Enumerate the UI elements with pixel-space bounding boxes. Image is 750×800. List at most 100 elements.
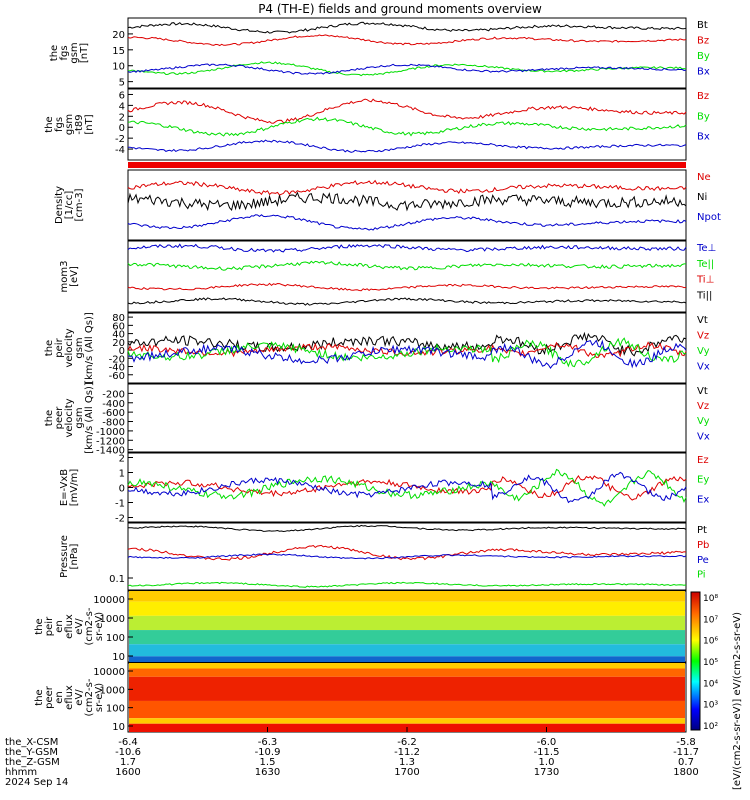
y-axis-label: peir (54, 337, 65, 357)
spectrogram-band (129, 630, 685, 645)
y-axis-label: the (34, 689, 45, 705)
colorbar-tick-label: 10⁷ (703, 615, 718, 625)
y-tick-label: 60 (112, 321, 125, 332)
panel-peer_vel: the peer velocity gsm [km/s (All Qs)] -200-40… (44, 382, 710, 457)
x-tick-label: -6.4 (118, 737, 138, 748)
spectrogram-band (129, 601, 685, 616)
series-Vt (127, 331, 687, 357)
x-tick-label: -10.9 (255, 747, 281, 758)
y-tick-label: -60 (109, 371, 125, 382)
y-tick-label: -1 (115, 499, 125, 510)
y-tick-label: -600 (102, 408, 125, 419)
series-Bx (127, 63, 687, 75)
legend-Ti⊥: Ti⊥ (696, 275, 714, 286)
legend-Vt: Vt (697, 386, 708, 397)
legend-Ez: Ez (697, 455, 709, 466)
series-Te⊥ (127, 243, 687, 253)
y-tick-label: -200 (102, 389, 125, 400)
y-axis-label: fgs (54, 117, 65, 132)
legend-Ey: Ey (697, 475, 709, 486)
y-tick-label: 1000 (100, 685, 125, 696)
legend-By: By (697, 51, 710, 62)
y-tick-label: 100 (106, 633, 125, 644)
x-row-label: the_Y-GSM (5, 747, 58, 758)
x-tick-label: 1630 (255, 767, 280, 778)
legend-Bx: Bx (697, 132, 710, 143)
x-tick-label: 1.3 (399, 757, 415, 768)
legend-Vx: Vx (697, 362, 710, 373)
y-tick-label: 2 (119, 112, 125, 123)
spectrogram-band (129, 663, 685, 669)
y-axis-label: E=-VxB (59, 469, 70, 506)
y-tick-label: -1400 (96, 446, 125, 457)
series-Pe (127, 553, 687, 560)
y-tick-label: 100 (106, 704, 125, 715)
x-row-label: hhmm (5, 767, 37, 778)
y-tick-label: -2 (115, 514, 125, 525)
panel-frame (127, 452, 687, 523)
y-axis-label: fgs (59, 45, 70, 60)
series-Vz (127, 341, 687, 359)
legend-Npot: Npot (697, 212, 721, 223)
panel-pressure: Pressure [nPa] 0.1 Pt Pb Pe Pi (59, 522, 709, 591)
y-tick-label: 10 (112, 652, 125, 663)
colorbar-tick-label: 10² (703, 722, 718, 732)
y-axis-label: [cm-3] (74, 188, 85, 221)
y-axis-label: [mV/m] (69, 469, 80, 507)
panel-frame (127, 88, 687, 161)
colorbar-tick-label: 10³ (703, 701, 718, 711)
y-axis-label: [1/cc] (64, 191, 75, 220)
series-Ti⊥ (127, 282, 687, 292)
y-axis-label: en (54, 620, 65, 633)
y-axis-label: gsm (74, 407, 85, 428)
x-tick-label: -5.8 (676, 737, 696, 748)
legend-Vy: Vy (697, 346, 710, 357)
x-tick-label: 1.5 (260, 757, 276, 768)
legend-Vz: Vz (697, 401, 709, 412)
x-tick-label: 1800 (673, 767, 698, 778)
series-Bz (127, 98, 687, 124)
y-tick-label: 10 (112, 722, 125, 733)
colorbar (690, 591, 701, 731)
panel-temp: mom3 [eV] Te⊥ Te|| Ti⊥ Ti|| (59, 240, 716, 313)
spectrogram-band (129, 591, 685, 602)
x-tick-label: -11.2 (394, 747, 420, 758)
spectrogram-band (129, 668, 685, 677)
y-tick-label: 0 (119, 484, 125, 495)
colorbar-tick-label: 10⁵ (703, 658, 718, 668)
y-tick-label: 6 (119, 90, 125, 101)
y-axis-label: [nT] (84, 114, 95, 134)
y-axis-label: [km/s (All Qs)] (84, 312, 95, 384)
series-Bz (127, 34, 687, 47)
legend-Bz: Bz (697, 36, 709, 47)
separator-bar (128, 162, 686, 168)
y-axis-label: the (49, 45, 60, 61)
panel-peir_spec: the peir en eflux eV/(cm2-s-sr-eV) 10000 1000 1… (34, 590, 687, 663)
panel-density: Density [1/cc] [cm-3] Ne Ni Npot (54, 169, 721, 241)
y-tick-label: 10 (112, 62, 125, 73)
legend-Bx: Bx (697, 67, 710, 78)
y-axis-label: sr-eV) (94, 683, 105, 712)
y-tick-label: 40 (112, 330, 125, 341)
y-axis-label: sr-eV) (94, 612, 105, 641)
legend-Pt: Pt (697, 525, 707, 536)
legend-Te⊥: Te⊥ (696, 243, 716, 254)
colorbar-label: [eV/(cm2-s-sr-eV)] eV/(cm2-s-sr-eV) (732, 612, 743, 790)
y-tick-label: 20 (112, 30, 125, 41)
y-axis-label: eV/ (74, 689, 85, 706)
x-tick-label: 1600 (115, 767, 140, 778)
x-tick-label: -6.2 (397, 737, 417, 748)
y-tick-label: -20 (109, 354, 125, 365)
y-axis-label: mom3 (59, 261, 70, 293)
y-axis-label: [km/s (All Qs)] (84, 382, 95, 454)
y-tick-label: -800 (102, 418, 125, 429)
panel-efield: E=-VxB [mV/m] 2 1 0 -1 -2 Ez Ey Ex (59, 452, 709, 525)
colorbar-tick-label: 10⁶ (703, 637, 718, 647)
series-Ti|| (127, 297, 687, 306)
y-axis-label: peer (44, 685, 55, 709)
y-axis-label: [eV] (69, 266, 80, 287)
legend-Pe: Pe (697, 555, 709, 566)
y-axis-label: peir (44, 616, 55, 636)
